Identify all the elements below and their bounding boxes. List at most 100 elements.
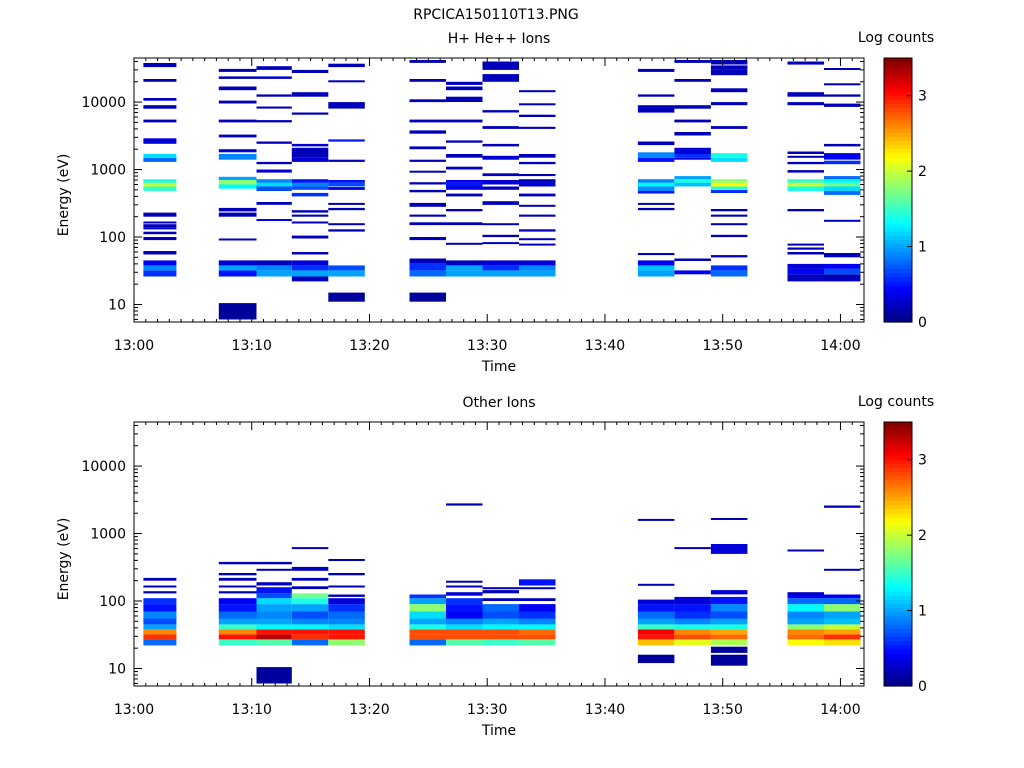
heatmap-cell — [409, 182, 446, 185]
heatmap-cell — [710, 590, 748, 595]
heatmap-cell — [710, 214, 748, 217]
heatmap-cell — [143, 231, 177, 235]
heatmap-cell — [787, 209, 824, 212]
colorbar-swatch — [884, 62, 912, 67]
heatmap-cell — [710, 234, 748, 238]
heatmap-cell — [328, 182, 365, 187]
y-tick-label: 10 — [108, 661, 126, 677]
heatmap-cell — [218, 180, 257, 185]
colorbar-swatch — [884, 136, 912, 142]
colorbar-swatch — [884, 636, 912, 642]
heatmap-cell — [824, 618, 861, 625]
colorbar-swatch — [884, 190, 912, 195]
colorbar-swatch — [884, 492, 912, 497]
heatmap-cell — [291, 69, 329, 73]
colorbar-swatch — [884, 309, 912, 315]
heatmap-cell — [143, 227, 177, 230]
heatmap-cell — [256, 120, 292, 123]
x-tick-label: 13:20 — [349, 702, 389, 718]
x-tick-label: 13:50 — [703, 702, 743, 718]
colorbar-swatch — [884, 628, 912, 633]
heatmap-cell — [446, 140, 483, 143]
heatmap-cell — [482, 618, 519, 625]
heatmap-cell — [710, 189, 748, 193]
heatmap-cell — [143, 591, 177, 594]
colorbar-tick-label: 0 — [918, 315, 927, 331]
heatmap-cell — [519, 103, 556, 106]
heatmap-cell — [674, 270, 711, 275]
heatmap-cell — [637, 141, 675, 146]
x-tick-label: 13:40 — [585, 338, 625, 354]
colorbar-swatch — [884, 558, 912, 563]
heatmap-cell — [787, 179, 824, 183]
colorbar-swatch — [884, 496, 912, 501]
heatmap-cell — [256, 611, 292, 619]
heatmap-cell — [446, 186, 483, 190]
colorbar-swatch — [884, 66, 912, 71]
heatmap-cell — [787, 611, 824, 619]
heatmap-cell — [787, 549, 824, 552]
heatmap-cell — [482, 180, 519, 185]
colorbar-swatch — [884, 471, 912, 477]
colorbar-swatch — [884, 256, 912, 261]
panel-title: Other Ions — [462, 395, 535, 411]
x-tick-label: 13:30 — [467, 338, 507, 354]
colorbar-swatch — [884, 111, 912, 117]
heatmap-cell — [446, 86, 483, 91]
colorbar-swatch — [884, 529, 912, 534]
colorbar-swatch — [884, 669, 912, 675]
heatmap-cell — [637, 68, 675, 72]
heatmap-cell — [637, 611, 675, 619]
heatmap-cell — [409, 214, 446, 217]
heatmap-cell — [482, 587, 519, 590]
colorbar-swatch — [884, 152, 912, 158]
heatmap-cell — [218, 634, 257, 640]
colorbar-swatch — [884, 504, 912, 510]
colorbar-swatch — [884, 185, 912, 191]
heatmap-cell — [291, 112, 329, 115]
heatmap-cell — [519, 598, 556, 601]
colorbar-swatch — [884, 218, 912, 224]
heatmap-cells — [143, 503, 861, 684]
heatmap-cell — [143, 618, 177, 625]
heatmap-cell — [291, 618, 329, 625]
x-tick-label: 13:50 — [703, 338, 743, 354]
colorbar-swatch — [884, 280, 912, 286]
colorbar-swatch — [884, 603, 912, 609]
x-axis-label: Time — [481, 723, 516, 739]
heatmap-cell — [674, 154, 711, 158]
heatmap-cell — [328, 594, 365, 597]
heatmap-cell — [143, 265, 177, 271]
heatmap-cell — [256, 629, 292, 635]
heatmap-cell — [409, 99, 446, 103]
heatmap-cell — [409, 624, 446, 630]
heatmap-cell — [710, 634, 748, 640]
heatmap-cell — [446, 154, 483, 158]
heatmap-cell — [218, 212, 257, 217]
heatmap-cell — [291, 624, 329, 630]
colorbar-swatch — [884, 132, 912, 137]
heatmap-cell — [256, 66, 292, 70]
heatmap-cell — [519, 624, 556, 630]
heatmap-cell — [824, 179, 861, 183]
heatmap-cell — [637, 186, 675, 191]
colorbar-swatch — [884, 479, 912, 485]
colorbar-swatch — [884, 615, 912, 621]
heatmap-cell — [256, 141, 292, 144]
colorbar-swatch — [884, 442, 912, 448]
heatmap-cell — [256, 219, 292, 221]
heatmap-cell — [482, 629, 519, 635]
heatmap-cell — [787, 247, 824, 250]
colorbar-swatch — [884, 140, 912, 146]
colorbar-frame — [883, 57, 913, 323]
heatmap-cell — [519, 182, 556, 187]
colorbar-swatch — [884, 591, 912, 596]
colorbar-swatch — [884, 648, 912, 654]
heatmap-cell — [291, 179, 329, 183]
colorbar-swatch — [884, 661, 912, 666]
heatmap-cell — [519, 90, 556, 93]
figure-title: RPCICA150110T13.PNG — [413, 7, 578, 23]
heatmap-cell — [482, 598, 519, 601]
heatmap-cell — [218, 149, 257, 153]
heatmap-cell — [824, 598, 861, 605]
